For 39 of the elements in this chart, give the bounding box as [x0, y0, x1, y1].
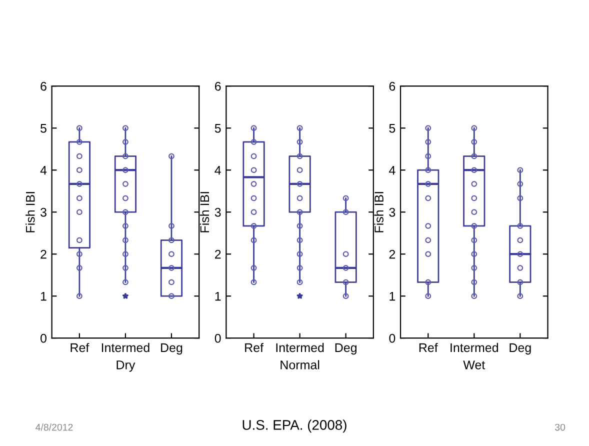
y-tick-label: 2 — [40, 250, 46, 259]
y-tick-label: 4 — [214, 166, 221, 175]
x-axis-title: Dry — [116, 360, 136, 372]
y-tick-label: 0 — [389, 334, 396, 343]
y-tick-label: 6 — [215, 82, 221, 91]
x-tick-label: Ref — [245, 342, 264, 352]
y-tick-label: 5 — [40, 124, 46, 133]
y-tick-label: 5 — [389, 124, 396, 133]
x-tick-label: Intermed — [276, 342, 324, 352]
y-tick-label: 3 — [389, 208, 396, 217]
y-tick-label: 1 — [40, 292, 46, 301]
x-tick-label: Ref — [70, 342, 90, 352]
text: U.S. EPA. (2008) — [242, 420, 346, 433]
x-tick-label: Deg — [335, 343, 356, 355]
y-tick-label: 4 — [40, 166, 47, 175]
y-axis-title: Fish IBI — [374, 192, 384, 232]
y-tick-label: 3 — [214, 208, 221, 217]
y-tick-label: 6 — [389, 82, 396, 91]
x-tick-label: Intermed — [102, 342, 150, 352]
x-axis-title: Normal — [280, 360, 320, 370]
x-tick-label: Deg — [161, 343, 182, 355]
y-tick-label: 0 — [214, 334, 221, 343]
y-tick-label: 1 — [215, 292, 221, 301]
y-tick-label: 5 — [214, 124, 221, 133]
text: 4/8/2012 — [36, 424, 73, 431]
y-tick-label: 6 — [40, 82, 46, 91]
y-axis-title: Fish IBI — [200, 192, 210, 232]
x-axis-title: Wet — [463, 360, 486, 370]
y-tick-label: 4 — [388, 166, 396, 175]
text: 30 — [555, 424, 566, 431]
y-tick-label: 2 — [214, 250, 221, 259]
y-tick-label: 0 — [40, 334, 46, 343]
y-tick-label: 3 — [40, 208, 46, 217]
x-tick-label: Ref — [419, 342, 438, 352]
x-tick-label: Deg — [510, 343, 531, 355]
x-tick-label: Intermed — [450, 342, 498, 352]
y-axis-title: Fish IBI — [26, 192, 35, 232]
y-tick-label: 2 — [389, 250, 396, 259]
y-tick-label: 1 — [390, 292, 396, 301]
